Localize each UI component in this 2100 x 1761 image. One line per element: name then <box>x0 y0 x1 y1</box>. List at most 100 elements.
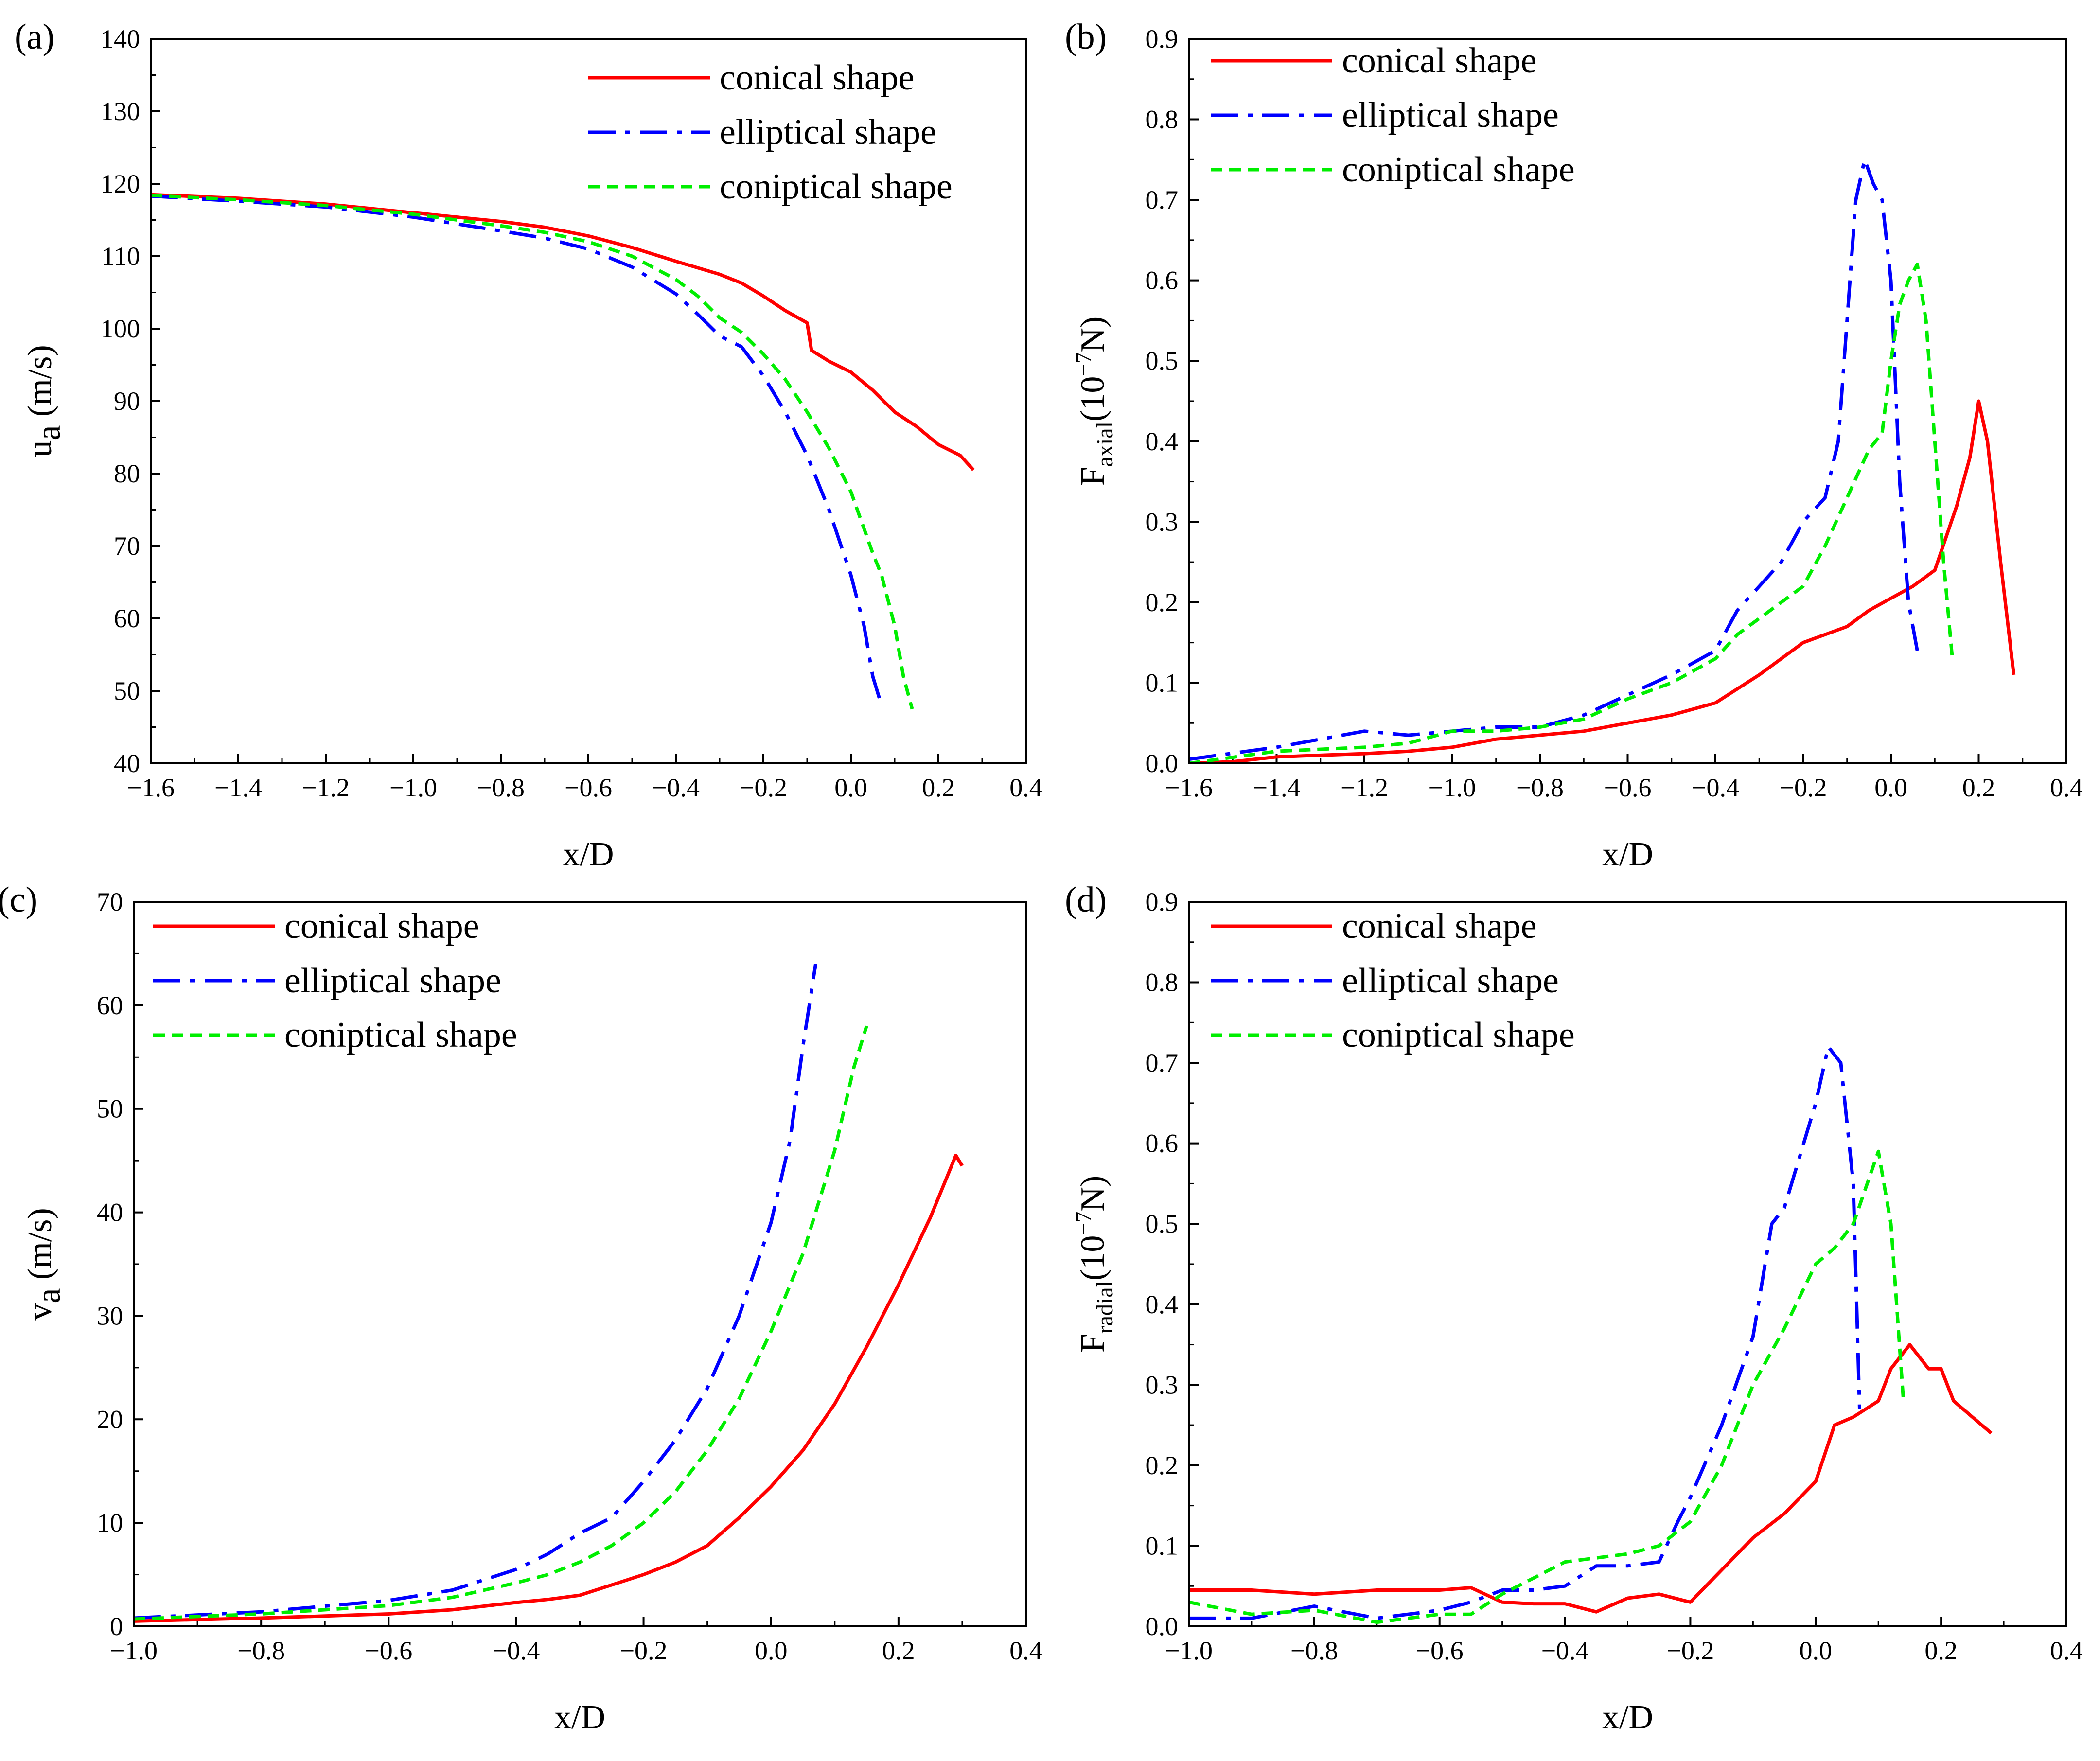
x-tick-label: −1.0 <box>389 773 437 802</box>
y-tick-label: 0.9 <box>1146 887 1179 916</box>
y-tick-label: 110 <box>102 242 140 271</box>
series-line-elliptical <box>151 194 883 706</box>
x-tick-label: −1.4 <box>1253 773 1301 802</box>
y-tick-label: 50 <box>97 1094 123 1124</box>
y-axis-label-end: N) <box>1074 1176 1112 1212</box>
plot-frame <box>1188 38 2067 764</box>
x-tick-label: −0.6 <box>1416 1636 1464 1665</box>
y-axis-label-sub: radial <box>1092 1281 1118 1334</box>
y-axis-label-sub: axial <box>1092 422 1118 467</box>
y-axis-label-sub: a <box>30 425 68 440</box>
y-tick-label: 100 <box>101 314 140 343</box>
x-tick-label: 0.0 <box>755 1636 788 1665</box>
y-tick-label: 0.0 <box>1146 1612 1179 1641</box>
y-axis-label-unit: (m/s) <box>21 345 59 425</box>
y-tick-label: 0.5 <box>1146 1209 1179 1238</box>
y-tick-label: 50 <box>114 676 140 705</box>
panel-a: (a) −1.6 −1.4 −1.2 −1.0 −0.8 −0.6 −0.4 −0.2 0.0 0.… <box>15 17 1042 873</box>
y-tick-label: 0.4 <box>1146 427 1179 456</box>
y-axis-label-unit: (m/s) <box>21 1208 59 1288</box>
y-tick-label: 40 <box>114 749 140 778</box>
legend-label: elliptical shape <box>284 961 501 1001</box>
y-tick-label: 0.9 <box>1146 24 1179 53</box>
y-axis-label-end: N) <box>1074 317 1112 352</box>
y-tick-label: 0.1 <box>1146 668 1179 697</box>
y-tick-label: 10 <box>97 1508 123 1537</box>
legend-label: conical shape <box>1342 41 1537 81</box>
y-tick-label: 0.6 <box>1146 1129 1179 1158</box>
x-tick-label: −0.4 <box>1692 773 1739 802</box>
y-tick-label: 80 <box>114 459 140 488</box>
x-axis-label: x/D <box>1602 1699 1653 1736</box>
y-tick-label: 70 <box>114 531 140 561</box>
x-tick-label: −0.2 <box>620 1636 668 1665</box>
x-tick-label: 0.4 <box>2050 773 2083 802</box>
x-tick-label: −1.2 <box>1341 773 1388 802</box>
y-tick-label: 0.2 <box>1146 588 1179 617</box>
panel-c: (c) −1.0 −0.8 −0.6 −0.4 −0.2 0.0 0.2 0.4 0 10 20 30 4… <box>0 880 1042 1736</box>
y-tick-label: 90 <box>114 387 140 416</box>
y-axis-label-sup: −7 <box>1071 352 1096 376</box>
series-line-coniptical <box>151 194 914 710</box>
panel-d: (d) −1.0 −0.8 −0.6 −0.4 −0.2 0.0 0.2 0.4 0.0 0.1 0.… <box>1065 880 2083 1736</box>
panel-label: (c) <box>0 880 37 920</box>
plot-frame <box>1188 901 2067 1627</box>
x-tick-label: −1.4 <box>214 773 262 802</box>
legend-label: conical shape <box>284 906 479 946</box>
series-line-elliptical <box>134 964 817 1620</box>
panel-label: (d) <box>1065 880 1107 920</box>
x-tick-label: −0.4 <box>652 773 700 802</box>
y-tick-label: 30 <box>97 1301 123 1330</box>
x-tick-label: −1.0 <box>1165 1636 1213 1665</box>
y-tick-label: 70 <box>97 887 123 916</box>
x-tick-label: −1.0 <box>110 1636 158 1665</box>
y-axis-label-main: u <box>21 440 59 458</box>
x-tick-label: 0.4 <box>2050 1636 2083 1665</box>
y-axis-label: va (m/s) <box>21 1208 68 1320</box>
y-tick-label: 0.8 <box>1146 968 1179 997</box>
series-line-elliptical <box>1189 158 1919 761</box>
x-tick-label: 0.2 <box>882 1636 915 1665</box>
x-axis-label: x/D <box>1602 836 1653 873</box>
series-line-conical <box>151 193 975 471</box>
x-tick-label: −0.2 <box>1780 773 1827 802</box>
legend-label: conical shape <box>720 58 915 98</box>
x-tick-label: −0.8 <box>1290 1636 1338 1665</box>
x-tick-label: −0.6 <box>565 773 612 802</box>
y-axis-label: Faxial(10−7N) <box>1071 317 1118 486</box>
y-tick-label: 0.7 <box>1146 185 1179 214</box>
x-tick-label: 0.0 <box>1800 1636 1833 1665</box>
series-line-coniptical <box>134 1025 868 1621</box>
legend-label: coniptical shape <box>720 167 953 207</box>
x-tick-label: −0.2 <box>740 773 787 802</box>
y-axis-label-main: v <box>21 1303 59 1321</box>
x-tick-label: 0.2 <box>1924 1636 1958 1665</box>
legend-label: coniptical shape <box>1342 1015 1575 1055</box>
y-axis-label-unit: (10 <box>1074 376 1112 422</box>
x-tick-label: −0.8 <box>1516 773 1564 802</box>
series-line-elliptical <box>1189 1045 1861 1620</box>
y-tick-label: 60 <box>97 991 123 1020</box>
legend-label: elliptical shape <box>1342 961 1559 1001</box>
y-tick-label: 40 <box>97 1198 123 1227</box>
y-axis-label-sup: −7 <box>1071 1212 1096 1235</box>
legend-label: elliptical shape <box>1342 95 1559 135</box>
x-tick-label: −0.4 <box>1541 1636 1589 1665</box>
y-axis-label: Fradial(10−7N) <box>1071 1176 1118 1353</box>
y-axis-label-main: F <box>1074 1334 1112 1353</box>
y-tick-label: 140 <box>101 24 140 53</box>
x-tick-label: −1.6 <box>127 773 175 802</box>
plot-frame <box>133 901 1027 1627</box>
plot-frame <box>150 38 1027 764</box>
y-tick-label: 0.2 <box>1146 1451 1179 1480</box>
y-tick-label: 0 <box>110 1612 123 1641</box>
series-line-conical <box>1189 1343 1993 1614</box>
y-tick-label: 0.3 <box>1146 507 1179 536</box>
x-tick-label: −0.4 <box>492 1636 540 1665</box>
series-line-conical <box>1189 399 2016 763</box>
y-tick-label: 0.5 <box>1146 346 1179 375</box>
y-axis-label-sub: a <box>30 1288 68 1303</box>
x-tick-label: 0.2 <box>922 773 955 802</box>
y-tick-label: 0.6 <box>1146 266 1179 295</box>
